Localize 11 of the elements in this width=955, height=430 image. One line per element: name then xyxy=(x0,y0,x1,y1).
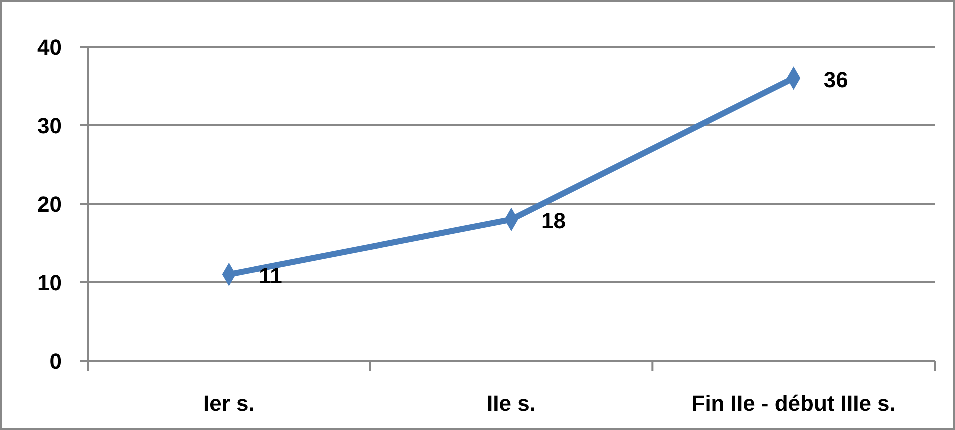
y-tick-label: 40 xyxy=(38,35,62,60)
x-tick-label: Fin IIe - début IIIe s. xyxy=(692,391,896,416)
y-tick-label: 10 xyxy=(38,270,62,296)
x-tick-label: Ier s. xyxy=(203,391,255,416)
y-tick-label: 30 xyxy=(38,114,62,138)
y-tick-label: 20 xyxy=(38,192,62,217)
x-tick-label: IIe s. xyxy=(487,391,536,416)
data-label: 18 xyxy=(542,208,566,234)
y-tick-label: 0 xyxy=(50,349,62,374)
data-label: 36 xyxy=(824,67,848,92)
data-label: 11 xyxy=(259,264,282,289)
